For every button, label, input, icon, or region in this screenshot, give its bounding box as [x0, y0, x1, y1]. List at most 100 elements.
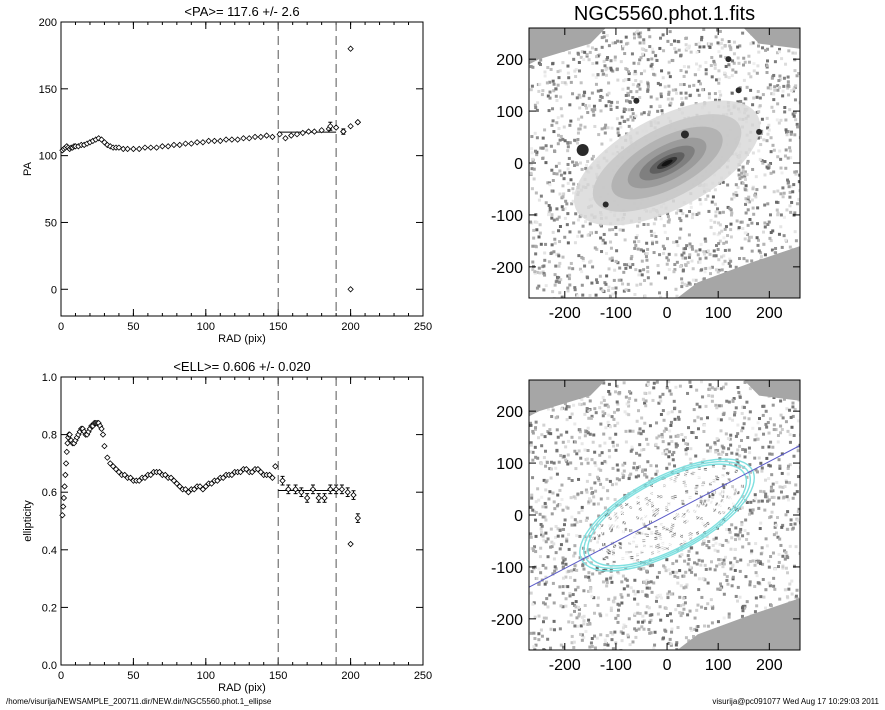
noise-pixel: [624, 577, 628, 581]
noise-pixel: [642, 619, 646, 623]
noise-pixel: [685, 284, 689, 288]
x-tick-label: 200: [756, 657, 783, 674]
noise-pixel: [721, 474, 725, 478]
noise-pixel: [730, 197, 734, 201]
noise-pixel: [723, 248, 727, 252]
noise-pixel: [773, 587, 777, 591]
noise-pixel: [674, 50, 678, 54]
noise-pixel: [749, 42, 753, 46]
noise-pixel: [573, 288, 577, 292]
noise-pixel: [732, 192, 736, 196]
noise-pixel: [697, 577, 701, 581]
noise-pixel: [787, 587, 791, 591]
noise-pixel: [691, 212, 695, 216]
noise-pixel: [658, 395, 662, 399]
noise-pixel: [784, 148, 788, 152]
noise-pixel: [734, 191, 738, 195]
noise-pixel: [657, 494, 661, 498]
noise-pixel: [758, 96, 762, 100]
noise-pixel: [541, 89, 545, 93]
noise-pixel: [638, 35, 642, 39]
noise-pixel: [638, 87, 642, 91]
noise-pixel: [769, 171, 773, 175]
noise-pixel: [766, 47, 770, 51]
noise-pixel: [557, 276, 561, 280]
noise-pixel: [686, 613, 690, 617]
noise-pixel: [577, 69, 581, 73]
noise-pixel: [735, 219, 739, 223]
noise-pixel: [754, 596, 758, 600]
noise-pixel: [686, 562, 690, 566]
noise-pixel: [580, 167, 584, 171]
noise-pixel: [627, 77, 631, 81]
x-tick-label: 150: [269, 321, 287, 333]
noise-pixel: [674, 287, 678, 291]
noise-pixel: [727, 528, 731, 532]
noise-pixel: [694, 436, 698, 440]
noise-pixel: [675, 514, 679, 518]
noise-pixel: [627, 72, 631, 76]
noise-pixel: [767, 431, 771, 435]
noise-pixel: [738, 506, 742, 510]
noise-pixel: [786, 466, 790, 470]
noise-pixel: [793, 98, 797, 102]
star: [576, 144, 589, 157]
noise-pixel: [637, 531, 641, 535]
noise-pixel: [769, 489, 773, 493]
noise-pixel: [718, 558, 722, 562]
noise-pixel: [531, 157, 535, 161]
noise-pixel: [713, 548, 717, 552]
noise-pixel: [604, 68, 608, 72]
noise-pixel: [547, 210, 551, 214]
noise-pixel: [707, 209, 711, 213]
noise-pixel: [529, 591, 533, 595]
noise-pixel: [691, 247, 695, 251]
noise-pixel: [544, 144, 548, 148]
noise-pixel: [788, 440, 792, 444]
noise-pixel: [629, 115, 633, 119]
noise-pixel: [540, 530, 544, 534]
noise-pixel: [739, 558, 743, 562]
noise-pixel: [543, 602, 547, 606]
noise-pixel: [573, 163, 577, 167]
noise-pixel: [610, 100, 614, 104]
noise-pixel: [560, 497, 564, 501]
noise-pixel: [708, 252, 712, 256]
noise-pixel: [762, 490, 766, 494]
noise-pixel: [721, 565, 725, 569]
noise-pixel: [600, 250, 604, 254]
noise-pixel: [763, 225, 767, 229]
noise-pixel: [792, 434, 796, 438]
noise-pixel: [778, 464, 782, 468]
noise-pixel: [705, 250, 709, 254]
noise-pixel: [743, 449, 747, 453]
noise-pixel: [746, 223, 750, 227]
noise-pixel: [652, 251, 656, 255]
noise-pixel: [609, 59, 613, 63]
noise-pixel: [789, 210, 793, 214]
noise-pixel: [585, 54, 589, 58]
y-axis-label: PA: [22, 161, 34, 176]
noise-pixel: [553, 150, 557, 154]
noise-pixel: [761, 445, 765, 449]
noise-pixel: [739, 439, 743, 443]
noise-pixel: [573, 523, 577, 527]
noise-pixel: [753, 456, 757, 460]
noise-pixel: [750, 549, 754, 553]
noise-pixel: [563, 207, 567, 211]
noise-pixel: [707, 394, 711, 398]
noise-pixel: [702, 28, 706, 32]
noise-pixel: [697, 211, 701, 215]
noise-pixel: [662, 418, 666, 422]
noise-pixel: [754, 433, 758, 437]
noise-pixel: [543, 501, 547, 505]
noise-pixel: [629, 449, 633, 453]
noise-pixel: [626, 282, 630, 286]
noise-pixel: [556, 252, 560, 256]
noise-pixel: [677, 48, 681, 52]
noise-pixel: [637, 239, 641, 243]
noise-pixel: [537, 198, 541, 202]
noise-pixel: [614, 641, 618, 645]
noise-pixel: [567, 188, 571, 192]
noise-pixel: [598, 453, 602, 457]
